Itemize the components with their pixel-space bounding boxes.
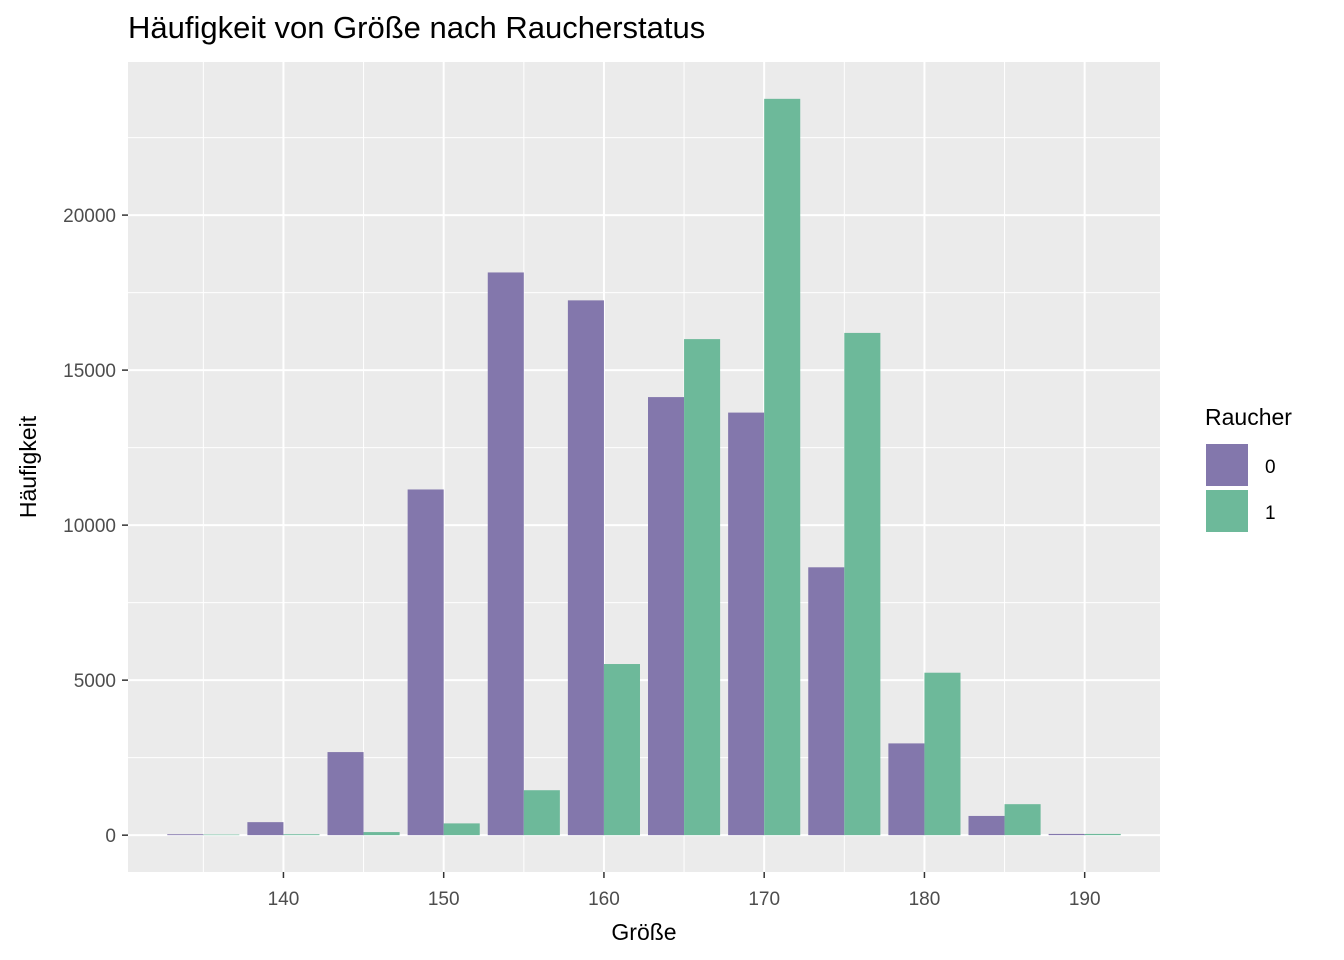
legend-title: Raucher: [1205, 404, 1292, 430]
x-tick-label: 140: [268, 889, 300, 910]
bar-raucher-0: [327, 752, 364, 836]
y-tick-label: 10000: [63, 516, 116, 537]
bar-raucher-1: [764, 98, 801, 836]
bar-raucher-1: [203, 834, 240, 836]
bar-raucher-0: [167, 834, 204, 836]
bar-raucher-0: [888, 743, 925, 836]
y-axis-label: Häufigkeit: [15, 415, 41, 518]
bar-raucher-1: [363, 832, 400, 836]
y-tick-label: 5000: [74, 671, 116, 692]
y-tick-label: 15000: [63, 361, 116, 382]
legend-label-0: 0: [1265, 457, 1276, 478]
bar-raucher-0: [247, 822, 284, 836]
bar-raucher-1: [603, 664, 640, 836]
bar-raucher-1: [1084, 833, 1121, 836]
bar-raucher-0: [968, 815, 1005, 836]
x-axis-label: Größe: [611, 919, 676, 945]
legend: Raucher 0 1: [1204, 404, 1292, 534]
legend-label-1: 1: [1265, 503, 1276, 524]
legend-key-0: [1204, 442, 1250, 488]
bar-raucher-0: [728, 412, 765, 836]
bar-raucher-0: [487, 272, 524, 836]
chart-title: Häufigkeit von Größe nach Raucherstatus: [128, 10, 706, 45]
bar-raucher-1: [1004, 804, 1041, 836]
bar-raucher-1: [924, 672, 961, 836]
bar-raucher-0: [567, 300, 604, 836]
x-tick-label: 150: [428, 889, 460, 910]
bar-raucher-1: [684, 339, 721, 836]
y-tick-label: 20000: [63, 206, 116, 227]
x-tick-label: 160: [588, 889, 620, 910]
bar-raucher-1: [283, 834, 320, 836]
bar-raucher-0: [808, 567, 845, 836]
x-tick-label: 190: [1069, 889, 1101, 910]
plot-panel: [128, 62, 1160, 872]
bar-raucher-0: [1048, 833, 1085, 836]
bar-raucher-0: [648, 397, 685, 836]
y-axis: 0 5000 10000 15000 20000: [63, 206, 128, 847]
legend-key-1: [1204, 488, 1250, 534]
x-tick-label: 180: [909, 889, 941, 910]
bar-raucher-1: [443, 823, 480, 836]
x-axis: 140 150 160 170 180 190: [268, 872, 1101, 910]
bar-raucher-0: [407, 489, 444, 836]
x-tick-label: 170: [748, 889, 780, 910]
bar-raucher-1: [523, 790, 560, 836]
y-tick-label: 0: [105, 826, 116, 847]
bars: [167, 98, 1121, 836]
bar-raucher-1: [844, 332, 881, 836]
